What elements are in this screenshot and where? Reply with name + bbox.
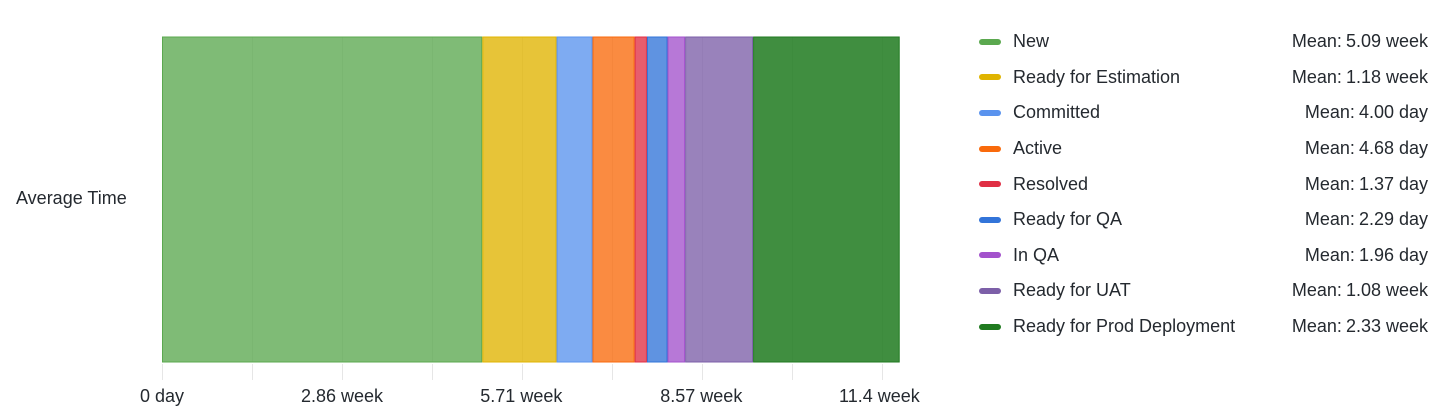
bar-segment-ready-for-uat[interactable] xyxy=(685,36,754,363)
legend-label: Resolved xyxy=(1013,173,1089,194)
legend-swatch xyxy=(979,109,1001,116)
legend-mean-prefix: Mean: xyxy=(1304,244,1355,265)
legend-mean-prefix: Mean: xyxy=(1291,31,1342,52)
legend-label: Ready for Prod Deployment xyxy=(1013,316,1236,337)
legend-item[interactable]: Ready for Estimation Mean: 1.18 week xyxy=(976,60,1428,96)
legend-mean-value: Mean: 5.09 week xyxy=(1292,31,1428,52)
legend-label: Committed xyxy=(1013,102,1101,123)
bar-segment-new[interactable] xyxy=(162,36,483,363)
bar-segment-resolved[interactable] xyxy=(634,36,647,363)
legend-label: Ready for UAT xyxy=(1013,280,1131,301)
bar-segment-active[interactable] xyxy=(592,36,635,363)
legend-label: Ready for Estimation xyxy=(1013,66,1181,87)
legend-mean-prefix: Mean: xyxy=(1304,102,1355,123)
legend-mean-number: 4.00 day xyxy=(1358,102,1428,123)
bar-segment-ready-for-qa[interactable] xyxy=(646,36,668,363)
legend-mean-value: Mean: 2.33 week xyxy=(1292,316,1428,337)
legend-item[interactable]: Resolved Mean: 1.37 day xyxy=(976,166,1428,202)
legend-item[interactable]: Committed Mean: 4.00 day xyxy=(976,95,1428,131)
legend-label: Ready for QA xyxy=(1013,209,1123,230)
legend-mean-number: 2.29 day xyxy=(1358,209,1428,230)
legend-label: Active xyxy=(1013,138,1063,159)
legend-swatch xyxy=(979,74,1001,81)
legend-mean-number: 1.18 week xyxy=(1345,66,1428,87)
legend-swatch xyxy=(979,181,1001,188)
legend-swatch xyxy=(979,252,1001,259)
bar-segments xyxy=(162,36,900,363)
legend-mean-prefix: Mean: xyxy=(1291,280,1342,301)
legend-mean-value: Mean: 4.68 day xyxy=(1305,138,1428,159)
legend-mean-value: Mean: 2.29 day xyxy=(1305,209,1428,230)
legend-swatch xyxy=(979,287,1001,294)
legend-swatch xyxy=(979,145,1001,152)
legend-mean-value: Mean: 1.96 day xyxy=(1305,245,1428,266)
legend-item[interactable]: New Mean: 5.09 week xyxy=(976,24,1428,60)
bar-segment-in-qa[interactable] xyxy=(667,36,686,363)
legend-mean-number: 1.37 day xyxy=(1358,173,1428,194)
bar-segment-ready-for-prod-deployment[interactable] xyxy=(753,36,900,363)
legend-mean-prefix: Mean: xyxy=(1304,173,1355,194)
legend-item[interactable]: Ready for QA Mean: 2.29 day xyxy=(976,202,1428,238)
legend-item[interactable]: Ready for Prod Deployment Mean: 2.33 week xyxy=(976,309,1428,345)
legend-item[interactable]: Active Mean: 4.68 day xyxy=(976,131,1428,167)
legend-swatch xyxy=(979,216,1001,223)
x-axis: 0 day 2.86 week 5.71 week 8.57 week 11.4 wee… xyxy=(140,364,921,406)
legend-mean-prefix: Mean: xyxy=(1291,66,1342,87)
legend-mean-number: 1.08 week xyxy=(1345,280,1428,301)
x-tick-label: 0 day xyxy=(140,386,184,406)
legend-label: In QA xyxy=(1013,244,1060,265)
legend-mean-value: Mean: 1.18 week xyxy=(1292,67,1428,88)
x-tick-label: 8.57 week xyxy=(660,386,743,406)
legend-mean-value: Mean: 1.08 week xyxy=(1292,280,1428,301)
legend-item[interactable]: Ready for UAT Mean: 1.08 week xyxy=(976,273,1428,309)
legend-swatch xyxy=(979,38,1001,45)
legend-swatch xyxy=(979,323,1001,330)
legend-mean-value: Mean: 1.37 day xyxy=(1305,174,1428,195)
x-tick-label: 2.86 week xyxy=(301,386,384,406)
legend-label: New xyxy=(1013,31,1050,52)
x-tick-label: 5.71 week xyxy=(480,386,563,406)
legend-mean-number: 4.68 day xyxy=(1358,138,1428,159)
legend-mean-prefix: Mean: xyxy=(1304,138,1355,159)
bar-segment-ready-for-estimation[interactable] xyxy=(482,36,557,363)
bar-segment-committed[interactable] xyxy=(556,36,593,363)
legend-mean-number: 5.09 week xyxy=(1345,31,1428,52)
legend-mean-number: 2.33 week xyxy=(1345,316,1428,337)
legend-item[interactable]: In QA Mean: 1.96 day xyxy=(976,238,1428,274)
legend-mean-value: Mean: 4.00 day xyxy=(1305,102,1428,123)
legend-mean-number: 1.96 day xyxy=(1358,244,1428,265)
x-tick-label: 11.4 week xyxy=(839,386,921,406)
legend-mean-prefix: Mean: xyxy=(1291,316,1342,337)
chart-legend: New Mean: 5.09 week Ready for Estimation Mea… xyxy=(976,24,1428,344)
legend-mean-prefix: Mean: xyxy=(1304,209,1355,230)
category-label: Average Time xyxy=(16,188,127,208)
